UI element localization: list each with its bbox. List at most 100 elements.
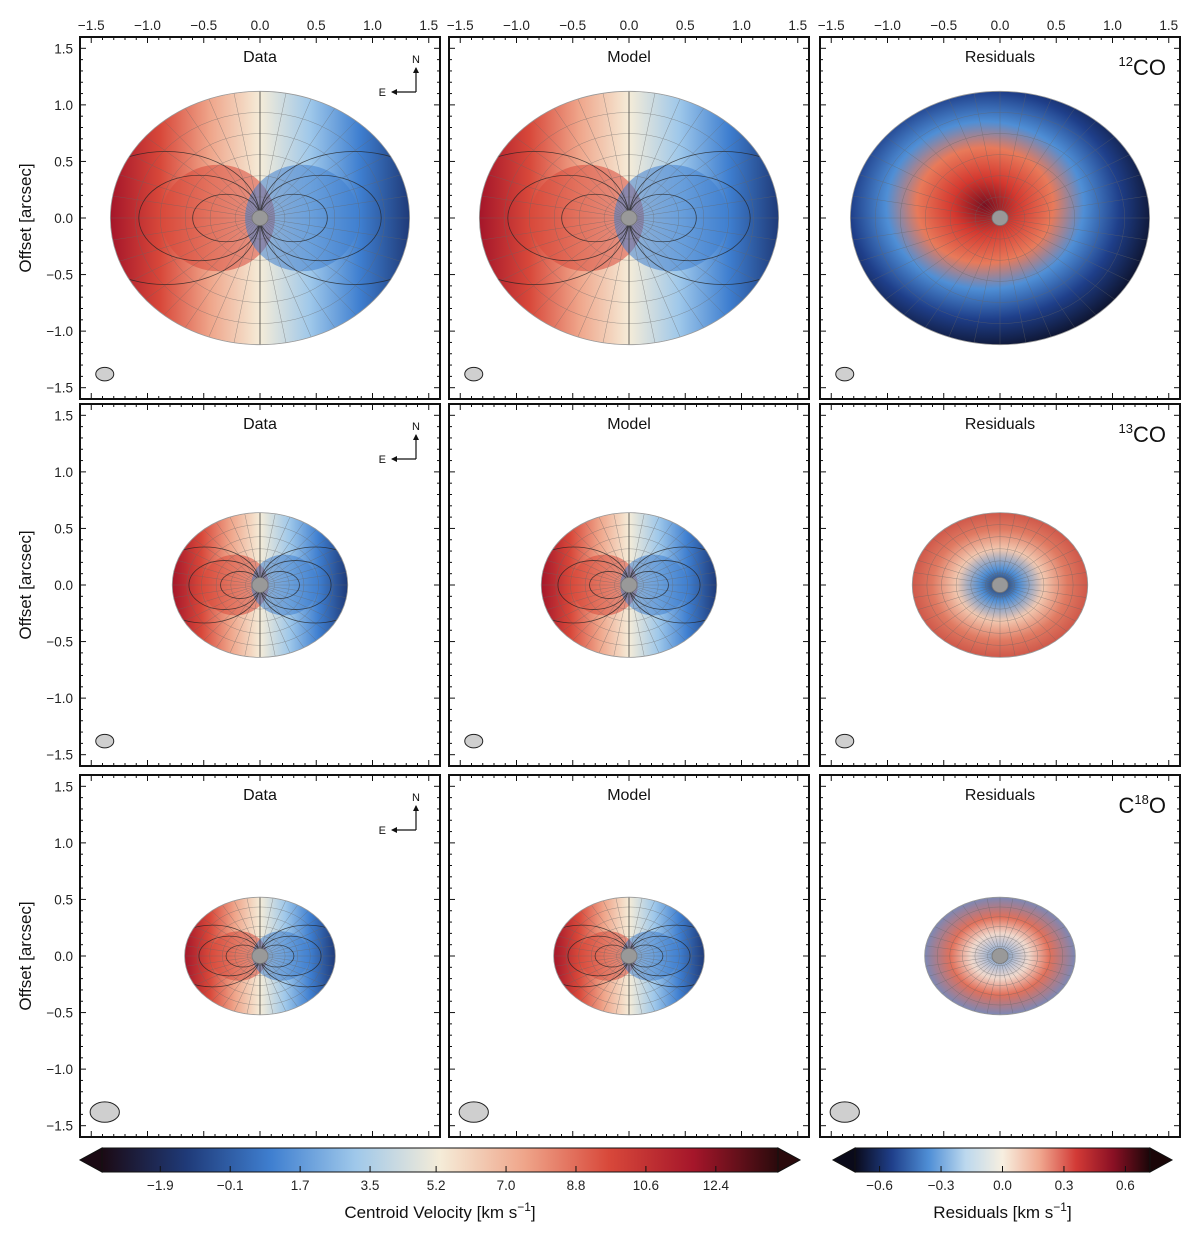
x-tick-label: −1.5 (78, 18, 105, 33)
beam-ellipse (835, 733, 855, 749)
molecule-prefix: C (1119, 793, 1135, 818)
colorbar-extend-min (831, 1147, 856, 1173)
panel-frame (79, 403, 441, 767)
panel-grid: Data NE−1.5 −1.0 −0.5 0.0 0.5 1.0 1.51.51.00.50… (46, 18, 1181, 1138)
colorbar-tick-label: 1.7 (291, 1178, 310, 1193)
star-marker (251, 577, 269, 593)
beam-ellipse (464, 733, 484, 749)
compass-east-arrowhead (391, 89, 397, 95)
compass-north-arrowhead (413, 805, 419, 811)
colorbar-extend-max (777, 1147, 802, 1173)
colorbar-extend-min (78, 1147, 103, 1173)
panel-title: Model (607, 787, 651, 804)
panel-frame (819, 774, 1181, 1138)
y-tick-label: 1.5 (54, 779, 73, 794)
disk-outline (540, 512, 718, 658)
colorbar-tick-label: 10.6 (633, 1178, 659, 1193)
compass-east-label: E (379, 454, 386, 466)
x-tick-label: −1.5 (818, 18, 845, 33)
molecule-isotope: 12 (1119, 54, 1133, 69)
compass-east-arrowhead (391, 456, 397, 462)
y-tick-label: −0.5 (46, 635, 73, 650)
y-tick-label: 0.0 (54, 949, 73, 964)
y-tick-label: 1.5 (54, 408, 73, 423)
beam-ellipse (89, 1101, 120, 1123)
y-tick-label: −1.5 (46, 1119, 73, 1134)
panel-r3-residuals: Residuals C18O (819, 774, 1181, 1138)
beam-ellipse (835, 366, 855, 382)
panel-title: Model (607, 416, 651, 433)
star-marker (991, 948, 1009, 964)
y-tick-label: 0.0 (54, 578, 73, 593)
axis-ticks (820, 37, 1180, 399)
compass-north-arrowhead (413, 67, 419, 73)
x-tick-label: −0.5 (190, 18, 217, 33)
x-tick-label: −1.0 (134, 18, 161, 33)
colorbar-tick-label: 3.5 (361, 1178, 380, 1193)
y-tick-label: 0.0 (54, 211, 73, 226)
colorbar-label-main: Residuals [km s (933, 1203, 1053, 1222)
panel-frame (79, 774, 441, 1138)
panel-title: Model (607, 49, 651, 66)
panel-r1-model: Model −1.5 −1.0 −0.5 0.0 0.5 1.0 1.5 (447, 18, 810, 400)
x-tick-label: 1.5 (419, 18, 438, 33)
velocity-colorbar: −1.9 −0.1 1.7 3.5 5.2 7.0 8.8 10.6 12.4 Centroid … (78, 1147, 802, 1222)
colorbar-tick-label: −0.3 (928, 1178, 955, 1193)
disk-outline (553, 896, 705, 1016)
molecule-isotope: 18 (1134, 792, 1148, 807)
compass-east-label: E (379, 825, 386, 837)
panel-r3-model: Model (448, 774, 810, 1138)
y-tick-label: −0.5 (46, 1006, 73, 1021)
x-tick-label: 1.0 (363, 18, 382, 33)
panel-r1-residuals: Residuals 12CO −1.5 −1.0 −0.5 0.0 0.5 1.0 1.5 (818, 18, 1181, 400)
disk-outline (478, 90, 780, 346)
compass-north-label: N (412, 54, 420, 66)
panel-title: Data (243, 416, 277, 433)
disk-outline (924, 896, 1076, 1016)
x-tick-label: 0.0 (251, 18, 270, 33)
y-tick-label: 0.5 (54, 892, 73, 907)
panel-title: Data (243, 787, 277, 804)
x-tick-label: 1.0 (732, 18, 751, 33)
y-tick-label: −1.5 (46, 748, 73, 763)
panel-r2-data: Data NE1.51.00.50.0−0.5−1.0−1.5 (46, 403, 441, 767)
colorbar-tick-label: −1.9 (147, 1178, 174, 1193)
molecule-name: CO (1133, 422, 1166, 447)
star-marker (251, 948, 269, 964)
y-tick-label: −1.0 (46, 691, 73, 706)
y-tick-label: −1.0 (46, 324, 73, 339)
disk-outline (184, 896, 336, 1016)
y-tick-label: −1.5 (46, 381, 73, 396)
y-axis-titles: Offset [arcsec] Offset [arcsec] Offset [ar… (16, 163, 35, 1010)
compass: NE (379, 54, 420, 99)
y-tick-label: −0.5 (46, 268, 73, 283)
colorbar-label-end: ] (531, 1203, 536, 1222)
colorbar-tick-label: −0.1 (217, 1178, 244, 1193)
colorbar-tick-label: 0.0 (993, 1178, 1012, 1193)
panel-title: Data (243, 49, 277, 66)
panel-r2-model: Model (448, 403, 810, 767)
panel-frame (819, 36, 1181, 400)
disk-outline (849, 90, 1151, 346)
y-tick-label: 1.0 (54, 836, 73, 851)
colorbars: −1.9 −0.1 1.7 3.5 5.2 7.0 8.8 10.6 12.4 Centroid … (78, 1147, 1174, 1222)
panel-r2-residuals: Residuals 13CO (819, 403, 1181, 767)
panel-frame (448, 36, 810, 400)
x-tick-label: 0.5 (1047, 18, 1066, 33)
x-tick-label: 0.0 (991, 18, 1010, 33)
beam-ellipse (95, 366, 115, 382)
colorbar-label-end: ] (1067, 1203, 1072, 1222)
disk-outline (109, 90, 411, 346)
panel-title: Residuals (965, 416, 1035, 433)
y-tick-label: 1.5 (54, 41, 73, 56)
x-tick-label: 0.5 (307, 18, 326, 33)
panel-frame (448, 774, 810, 1138)
molecule-label: C18O (1119, 792, 1166, 818)
colorbar-label: Residuals [km s−1] (933, 1200, 1071, 1222)
x-tick-label: −1.5 (447, 18, 474, 33)
compass: NE (379, 421, 420, 466)
colorbar-extend-max (1149, 1147, 1174, 1173)
panel-frame (819, 403, 1181, 767)
beam-ellipse (829, 1101, 860, 1123)
